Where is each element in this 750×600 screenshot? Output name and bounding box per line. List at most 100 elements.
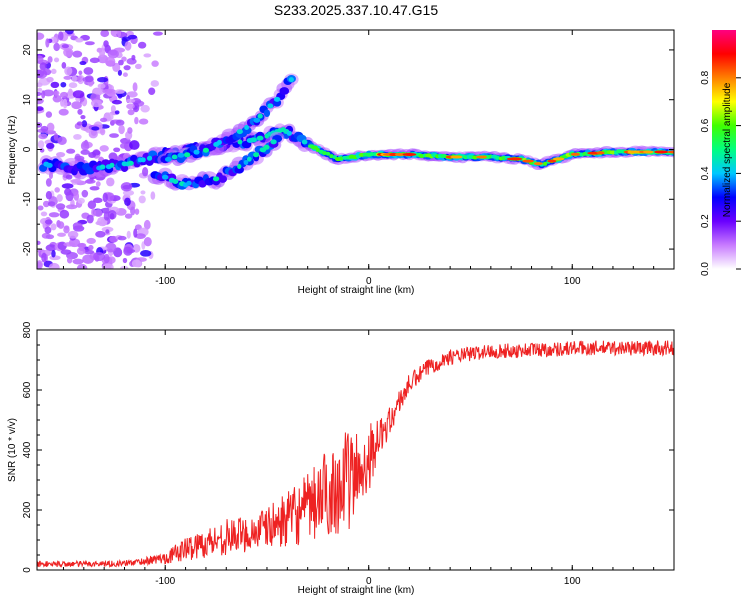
heatmap-cell: [394, 152, 406, 156]
heatmap-cell: [63, 225, 70, 234]
heatmap-cell: [102, 263, 114, 269]
heatmap-cell: [97, 76, 109, 83]
heatmap-cell: [93, 88, 105, 95]
heatmap-cell: [148, 87, 156, 96]
heatmap-cell: [93, 251, 106, 262]
heatmap-cell: [115, 119, 125, 126]
heatmap-cell: [90, 99, 102, 108]
heatmap-cell: [47, 56, 53, 63]
heatmap-cell: [37, 87, 43, 92]
x-tick-label: -100: [155, 576, 175, 587]
heatmap-cell: [177, 152, 185, 158]
heatmap-cell: [113, 147, 121, 153]
heatmap-cell: [241, 126, 252, 135]
heatmap-cell: [202, 147, 210, 153]
snr-x-axis-label: Height of straight line (km): [298, 585, 415, 596]
heatmap-cell: [68, 82, 78, 89]
heatmap-cell: [171, 154, 178, 160]
heatmap-cell: [72, 90, 85, 99]
heatmap-cell: [78, 70, 83, 76]
heatmap-cell: [117, 30, 122, 38]
heatmap-cell: [48, 262, 60, 269]
heatmap-cell: [329, 154, 334, 159]
heatmap-cell: [93, 197, 103, 204]
heatmap-cell: [111, 99, 123, 105]
heatmap-cell: [279, 87, 290, 95]
heatmap-cell: [267, 103, 274, 109]
heatmap-cell: [212, 176, 220, 182]
heatmap-cell: [57, 221, 65, 229]
heatmap-cell: [61, 183, 74, 189]
heatmap-cell: [243, 159, 249, 165]
colorbar-gradient: [712, 30, 736, 269]
heatmap-cell: [40, 211, 48, 217]
heatmap-cell: [122, 257, 128, 264]
heatmap-cell: [52, 94, 62, 103]
heatmap-cell: [66, 256, 73, 264]
heatmap-cell: [137, 41, 147, 49]
heatmap-cell: [86, 214, 94, 224]
heatmap-cell: [143, 236, 152, 247]
heatmap-cell: [53, 57, 60, 63]
heatmap-cell: [126, 103, 135, 110]
heatmap-cell: [118, 124, 125, 135]
heatmap-cell: [127, 109, 135, 116]
heatmap-cell: [60, 81, 67, 88]
heatmap-cell: [570, 152, 580, 156]
heatmap-cell: [57, 31, 64, 41]
heatmap-cell: [109, 212, 115, 220]
heatmap-cell: [37, 240, 41, 245]
heatmap-cell: [44, 129, 56, 135]
heatmap-cell: [301, 139, 308, 145]
colorbar-tick-label: 0.6: [700, 118, 711, 132]
heatmap-cell: [105, 192, 115, 202]
heatmap-cell: [45, 162, 53, 168]
heatmap-cell: [138, 195, 146, 204]
heatmap-cell: [80, 140, 90, 151]
heatmap-cell: [547, 159, 557, 163]
heatmap-cell: [186, 180, 192, 186]
heatmap-cell: [80, 125, 89, 131]
heatmap-cell: [72, 50, 83, 58]
heatmap-cell: [183, 152, 191, 158]
heatmap-cell: [91, 207, 96, 217]
heatmap-cell: [53, 133, 59, 141]
heatmap-cell: [95, 230, 106, 238]
heatmap-cell: [91, 126, 100, 131]
heatmap-cell: [127, 160, 134, 166]
heatmap-cell: [99, 117, 108, 123]
heatmap-cell: [88, 129, 98, 139]
spectrogram-x-axis-label: Height of straight line (km): [298, 285, 415, 296]
heatmap-cell: [143, 219, 151, 230]
snr-series-line: [37, 340, 674, 568]
heatmap-cell: [55, 203, 66, 210]
heatmap-cell: [41, 90, 46, 99]
heatmap-cell: [74, 155, 85, 161]
heatmap-cell: [253, 117, 261, 123]
x-tick-label: 0: [366, 276, 372, 287]
y-tick-label: 0: [22, 567, 33, 573]
heatmap-cell: [130, 206, 136, 216]
heatmap-cell: [138, 118, 149, 125]
heatmap-cell: [121, 36, 131, 42]
heatmap-cell: [103, 40, 109, 48]
heatmap-cell: [654, 150, 669, 154]
y-tick-label: 800: [22, 321, 33, 338]
heatmap-cell: [127, 127, 133, 134]
heatmap-cell: [131, 54, 136, 61]
colorbar-label: Normalized spectral amplitude: [722, 82, 733, 217]
heatmap-cell: [122, 189, 135, 196]
heatmap-cell: [42, 200, 50, 208]
heatmap-cell: [107, 49, 119, 59]
heatmap-cell: [89, 186, 100, 191]
heatmap-cell: [99, 145, 109, 152]
heatmap-cell: [83, 249, 95, 255]
heatmap-cell: [140, 250, 152, 257]
heatmap-cell: [124, 213, 133, 219]
heatmap-cell: [71, 75, 78, 82]
heatmap-cell: [325, 151, 331, 156]
heatmap-cell: [84, 179, 96, 184]
heatmap-cell: [87, 200, 97, 210]
heatmap-cell: [73, 134, 82, 140]
